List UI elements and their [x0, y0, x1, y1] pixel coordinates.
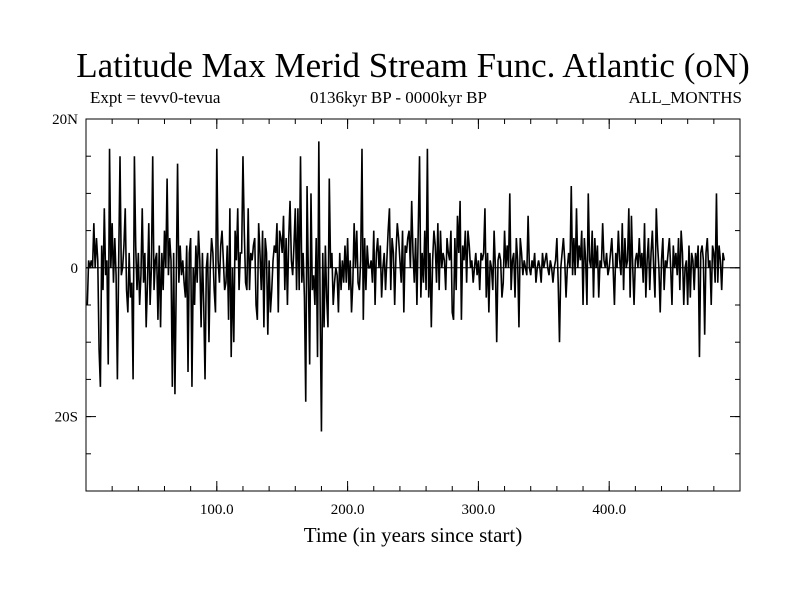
- y-tick-label: 20S: [55, 410, 78, 426]
- chart-title: Latitude Max Merid Stream Func. Atlantic…: [76, 46, 750, 85]
- experiment-label: Expt = tevv0-tevua: [90, 88, 221, 107]
- y-tick-label: 20N: [52, 112, 78, 128]
- x-tick-label: 400.0: [592, 502, 626, 518]
- series-line: [86, 141, 726, 432]
- months-label: ALL_MONTHS: [628, 88, 742, 107]
- x-tick-label: 300.0: [462, 502, 496, 518]
- x-axis-title: Time (in years since start): [304, 523, 523, 547]
- y-tick-label: 0: [71, 261, 79, 277]
- x-tick-label: 100.0: [200, 502, 234, 518]
- x-tick-label: 200.0: [331, 502, 365, 518]
- axis-tick-labels: 100.0 200.0 300.0 400.0 20N 0 20S: [52, 112, 626, 518]
- axis-ticks: [86, 118, 740, 491]
- time-range-label: 0136kyr BP - 0000kyr BP: [310, 88, 487, 107]
- plot-frame: [85, 118, 741, 492]
